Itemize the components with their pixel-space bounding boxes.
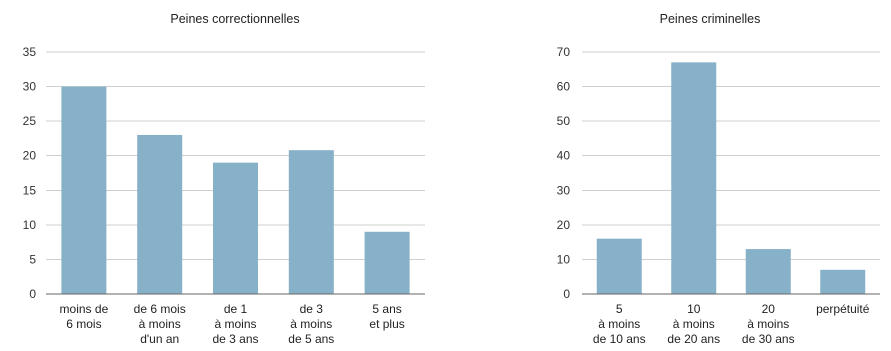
- bar: [671, 62, 717, 294]
- x-category-label-line: 20: [762, 302, 776, 316]
- y-tick-label: 30: [557, 183, 571, 197]
- y-tick-label: 70: [557, 45, 571, 59]
- x-category-label-line: de 3 ans: [212, 332, 258, 346]
- x-category-label-line: de 6 mois: [134, 302, 186, 316]
- y-tick-label: 20: [23, 149, 37, 163]
- x-category-label: moins de 6 mois: [60, 302, 109, 331]
- bar: [745, 249, 791, 294]
- x-category-label-line: 6 mois: [66, 317, 101, 331]
- bar: [213, 162, 258, 294]
- x-category-label-line: 5 ans: [372, 302, 401, 316]
- y-tick-label: 0: [563, 287, 570, 301]
- x-category-label: 20 à moins de 30 ans: [742, 302, 795, 346]
- x-category-label-line: à moins: [673, 317, 715, 331]
- x-category-label-line: moins de: [60, 302, 109, 316]
- bar: [288, 150, 334, 294]
- bar: [61, 86, 107, 294]
- y-tick-label: 0: [29, 287, 36, 301]
- x-category-label: 10 à moins de 20 ans: [667, 302, 720, 346]
- y-tick-label: 30: [23, 80, 37, 94]
- x-category-label-line: de 1: [224, 302, 248, 316]
- y-tick-label: 10: [23, 218, 37, 232]
- chart-peines-correctionnelles: Peines correctionnelles 0 5 10 15 20 25 30 35 mo…: [23, 12, 425, 346]
- x-category-label: perpétuité: [816, 302, 870, 316]
- y-tick-label: 50: [557, 114, 571, 128]
- y-tick-label: 15: [23, 183, 37, 197]
- bar: [137, 134, 183, 294]
- x-category-label-line: d'un an: [140, 332, 179, 346]
- y-tick-label: 40: [557, 149, 571, 163]
- x-category-label: 5 ans et plus: [369, 302, 404, 331]
- x-category-label-line: et plus: [369, 317, 404, 331]
- bar: [820, 269, 866, 294]
- y-tick-label: 25: [23, 114, 37, 128]
- x-category-label-line: perpétuité: [816, 302, 870, 316]
- x-category-label-line: à moins: [290, 317, 332, 331]
- x-category-label: de 6 mois à moins d'un an: [134, 302, 186, 346]
- chart-title: Peines criminelles: [660, 12, 761, 26]
- x-category-label-line: de 30 ans: [742, 332, 795, 346]
- x-category-label-line: 5: [616, 302, 623, 316]
- x-category-label-line: 10: [687, 302, 701, 316]
- x-category-label-line: de 5 ans: [288, 332, 334, 346]
- chart-title: Peines correctionnelles: [170, 12, 299, 26]
- bar: [596, 238, 642, 294]
- x-category-label-line: de 20 ans: [667, 332, 720, 346]
- bar: [364, 231, 410, 294]
- x-category-label-line: de 10 ans: [593, 332, 646, 346]
- y-tick-label: 35: [23, 45, 37, 59]
- x-category-label-line: de 3: [300, 302, 324, 316]
- y-tick-label: 10: [557, 252, 571, 266]
- y-tick-label: 20: [557, 218, 571, 232]
- x-category-label-line: à moins: [139, 317, 181, 331]
- y-tick-label: 60: [557, 80, 571, 94]
- y-tick-label: 5: [29, 252, 36, 266]
- x-category-label-line: à moins: [598, 317, 640, 331]
- x-category-label-line: à moins: [747, 317, 789, 331]
- x-category-label-line: à moins: [214, 317, 256, 331]
